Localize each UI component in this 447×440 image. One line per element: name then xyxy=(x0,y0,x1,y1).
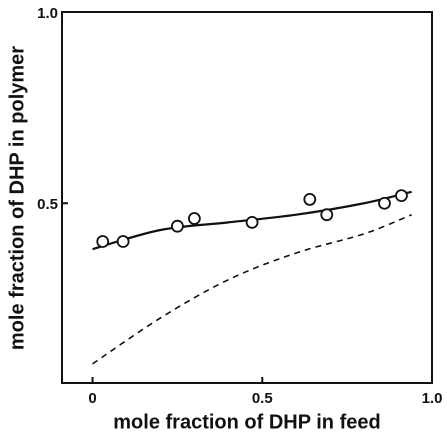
x-tick-label: 1.0 xyxy=(422,390,443,407)
data-point xyxy=(303,193,317,206)
plot-frame xyxy=(61,11,433,384)
x-axis-label: mole fraction of DHP in feed xyxy=(113,411,380,433)
y-tick-label: 1.0 xyxy=(37,5,58,22)
data-point xyxy=(320,208,334,222)
dashed-curve xyxy=(92,213,412,365)
y-axis-label: mole fraction of DHP in polymer xyxy=(6,46,28,350)
data-point xyxy=(395,189,408,202)
data-point xyxy=(378,196,391,210)
y-tick-label: 0.5 xyxy=(37,196,58,213)
data-point xyxy=(96,235,110,248)
x-tick-label: 0 xyxy=(88,390,96,407)
x-tick-label: 0.5 xyxy=(252,390,273,407)
data-point xyxy=(187,212,201,225)
data-point xyxy=(245,215,259,229)
data-point xyxy=(116,235,130,248)
data-point xyxy=(171,219,184,233)
fit-curve xyxy=(92,190,412,251)
